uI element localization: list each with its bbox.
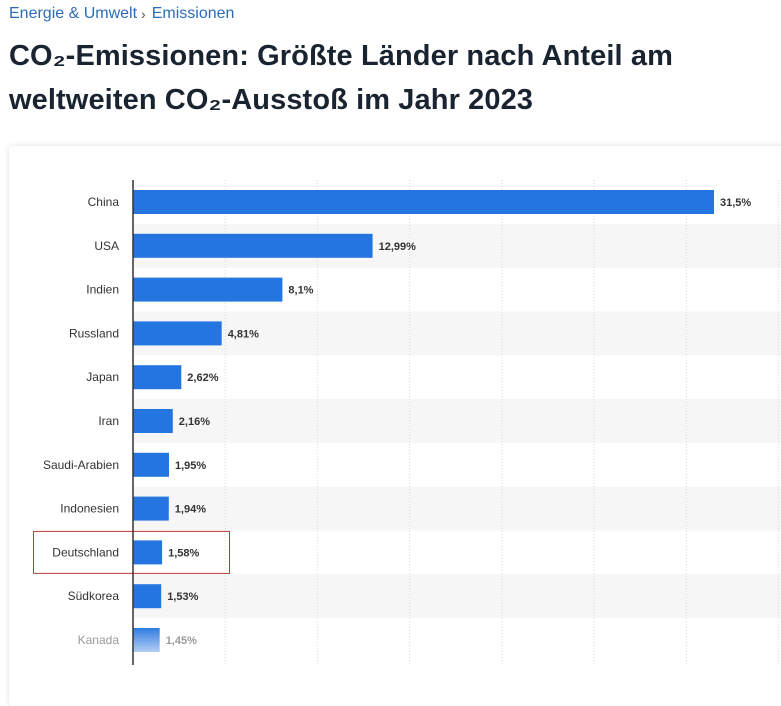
bar-indien[interactable] [133, 277, 283, 302]
category-label-kanada: Kanada [78, 633, 120, 647]
bar-russland[interactable] [133, 321, 222, 346]
row-band [133, 311, 781, 356]
category-label-indien: Indien [86, 283, 119, 297]
bar-sudkorea[interactable] [133, 584, 162, 609]
bar-japan[interactable] [133, 365, 182, 390]
highlight-box [33, 530, 230, 574]
value-label-indonesien: 1,94% [175, 504, 206, 516]
bar-kanada[interactable] [133, 628, 160, 652]
bar-iran[interactable] [133, 409, 173, 433]
category-label-deutschland: Deutschland [52, 545, 119, 559]
value-label-usa: 12,99% [379, 241, 417, 253]
bar-deutschland[interactable] [133, 540, 163, 565]
category-label-saudi-arabien: Saudi-Arabien [43, 458, 119, 472]
category-label-indonesien: Indonesien [60, 502, 119, 516]
page-title: CO₂-Emissionen: Größte Länder nach Antei… [9, 40, 673, 116]
value-label-indien: 8,1% [288, 285, 313, 297]
breadcrumb-link-energie-umwelt[interactable]: Energie & Umwelt [9, 5, 138, 22]
category-label-usa: USA [94, 239, 119, 253]
bar-indonesien[interactable] [133, 496, 169, 521]
value-label-sudkorea: 1,53% [167, 591, 198, 603]
row-band [133, 399, 781, 443]
value-label-japan: 2,62% [187, 372, 218, 384]
breadcrumb-link-emissionen[interactable]: Emissionen [151, 5, 235, 22]
category-label-china: China [88, 195, 120, 209]
bar-saudi-arabien[interactable] [133, 452, 169, 477]
bar-usa[interactable] [133, 233, 373, 258]
breadcrumb-separator: › [141, 6, 146, 22]
value-label-kanada: 1,45% [166, 635, 197, 647]
value-label-saudi-arabien: 1,95% [175, 460, 206, 472]
value-label-deutschland: 1,58% [168, 547, 199, 559]
bar-china[interactable] [133, 190, 714, 214]
value-label-iran: 2,16% [179, 416, 210, 428]
row-band [133, 486, 781, 531]
category-label-japan: Japan [86, 370, 119, 384]
row-band [133, 574, 781, 619]
value-label-russland: 4,81% [228, 328, 259, 340]
breadcrumb: Energie & Umwelt › Emissionen [9, 5, 234, 23]
value-label-china: 31,5% [720, 197, 751, 209]
category-label-iran: Iran [98, 414, 119, 428]
category-label-russland: Russland [69, 326, 119, 340]
category-label-sudkorea: Südkorea [68, 589, 120, 603]
